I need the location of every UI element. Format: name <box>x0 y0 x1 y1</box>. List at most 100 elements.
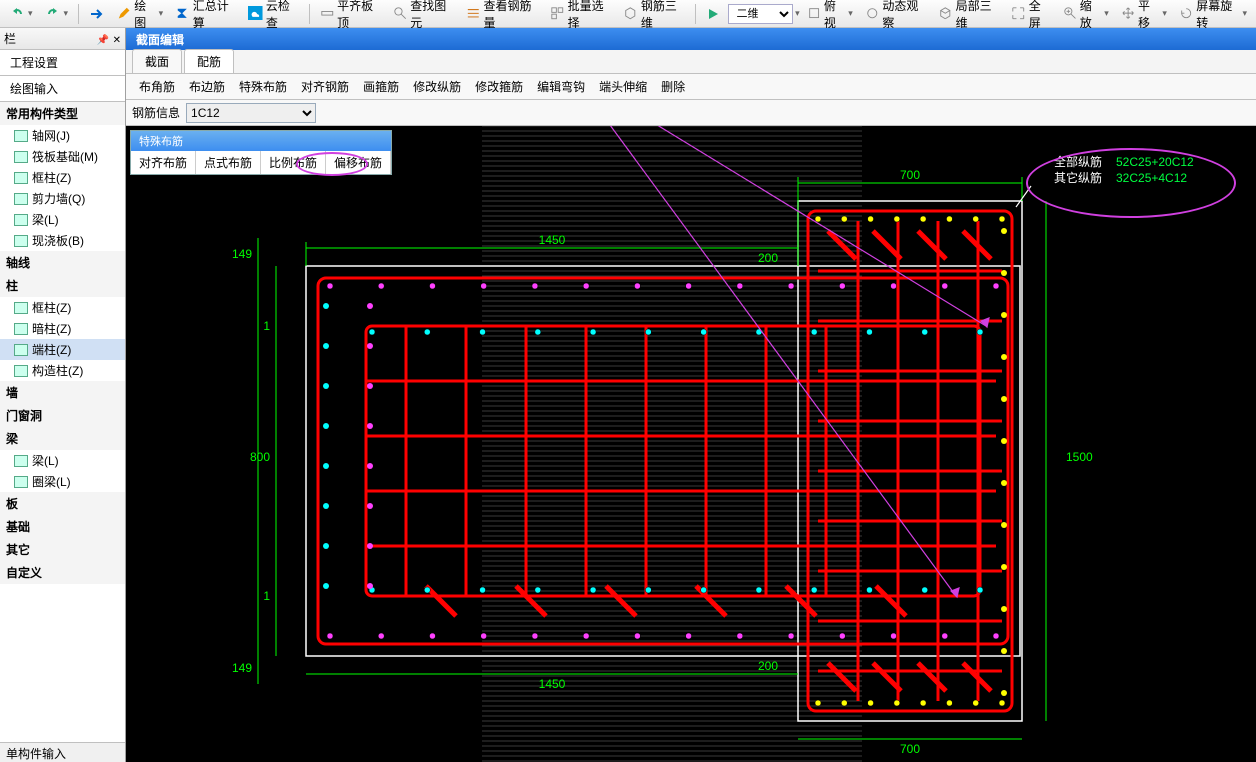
rebar-tool-button[interactable]: 特殊布筋 <box>232 75 294 98</box>
nav-footer[interactable]: 单构件输入 <box>0 742 125 762</box>
view-select[interactable]: 二维 <box>728 4 793 24</box>
undo-button[interactable]: ▾ <box>4 4 38 24</box>
item-icon <box>14 193 28 205</box>
item-icon <box>14 151 28 163</box>
main-area: 截面编辑 截面 配筋 布角筋布边筋特殊布筋对齐钢筋画箍筋修改纵筋修改箍筋编辑弯钩… <box>126 28 1256 762</box>
svg-text:700: 700 <box>900 168 920 182</box>
cad-canvas[interactable]: 14502007001450200700800149149111500全部纵筋5… <box>126 126 1256 762</box>
nav-cat: 门窗洞 <box>0 404 125 427</box>
redo-button[interactable]: ▾ <box>40 4 74 24</box>
rebar-tool-button[interactable]: 对齐钢筋 <box>294 75 356 98</box>
nav-item[interactable]: 端柱(Z) <box>0 339 125 360</box>
svg-text:1450: 1450 <box>539 233 566 247</box>
label: 动态观察 <box>882 0 926 31</box>
editor-title: 截面编辑 <box>126 28 1256 50</box>
item-label: 端柱(Z) <box>32 341 71 358</box>
svg-text:200: 200 <box>758 659 778 673</box>
label: 云检查 <box>266 0 299 31</box>
tab-rebar[interactable]: 配筋 <box>184 49 234 73</box>
nav-item[interactable]: 筏板基础(M) <box>0 146 125 167</box>
nav-tab-settings[interactable]: 工程设置 <box>0 50 125 76</box>
nav-item[interactable]: 剪力墙(Q) <box>0 188 125 209</box>
rebar-tool-button[interactable]: 修改箍筋 <box>468 75 530 98</box>
rebar-tool-button[interactable]: 布角筋 <box>132 75 182 98</box>
svg-text:1500: 1500 <box>1066 450 1093 464</box>
rebar-tool-button[interactable]: 布边筋 <box>182 75 232 98</box>
nav-tab-draw[interactable]: 绘图输入 <box>0 76 125 102</box>
item-icon <box>14 130 28 142</box>
box-icon <box>938 6 953 22</box>
label: 俯视 <box>824 0 845 31</box>
nav-cat: 梁 <box>0 427 125 450</box>
svg-text:其它纵筋: 其它纵筋 <box>1054 170 1102 185</box>
rebar-toolbar: 布角筋布边筋特殊布筋对齐钢筋画箍筋修改纵筋修改箍筋编辑弯钩端头伸缩删除 <box>126 74 1256 100</box>
svg-text:1: 1 <box>263 319 270 333</box>
fullscreen-icon <box>1011 6 1026 22</box>
item-icon <box>14 172 28 184</box>
item-icon <box>14 214 28 226</box>
label: 局部三维 <box>956 0 1000 31</box>
arrow-icon <box>89 6 105 22</box>
rebar-tool-button[interactable]: 删除 <box>654 75 692 98</box>
cad-svg: 14502007001450200700800149149111500全部纵筋5… <box>126 126 1256 762</box>
float-tool-button[interactable]: 点式布筋 <box>196 151 261 174</box>
nav-item[interactable]: 构造柱(Z) <box>0 360 125 381</box>
item-label: 框柱(Z) <box>32 299 71 316</box>
play-button[interactable] <box>700 4 726 24</box>
panel-controls: 📌 ✕ <box>97 32 121 46</box>
nav-item[interactable]: 轴网(J) <box>0 125 125 146</box>
pencil-icon <box>117 6 131 22</box>
float-tool-button[interactable]: 比例布筋 <box>261 151 326 174</box>
svg-text:32C25+4C12: 32C25+4C12 <box>1116 171 1187 185</box>
label: 查看钢筋量 <box>484 0 539 31</box>
svg-text:1450: 1450 <box>539 677 566 691</box>
item-label: 轴网(J) <box>32 127 70 144</box>
item-label: 剪力墙(Q) <box>32 190 85 207</box>
run-button[interactable] <box>84 4 110 24</box>
nav-cat: 轴线 <box>0 251 125 274</box>
nav-item[interactable]: 框柱(Z) <box>0 297 125 318</box>
rebar-tool-button[interactable]: 画箍筋 <box>356 75 406 98</box>
svg-text:700: 700 <box>900 742 920 756</box>
float-tool-button[interactable]: 对齐布筋 <box>131 151 196 174</box>
pin-icon[interactable]: 📌 <box>97 35 109 46</box>
svg-text:800: 800 <box>250 450 270 464</box>
item-label: 暗柱(Z) <box>32 320 71 337</box>
item-icon <box>14 476 28 488</box>
label: 屏幕旋转 <box>1196 0 1239 31</box>
zoom-icon <box>1063 6 1077 22</box>
rebar-tool-button[interactable]: 修改纵筋 <box>406 75 468 98</box>
orbit-icon <box>865 6 880 22</box>
close-icon[interactable]: ✕ <box>113 35 121 46</box>
label: 汇总计算 <box>193 0 237 31</box>
item-label: 梁(L) <box>32 452 59 469</box>
nav-item[interactable]: 框柱(Z) <box>0 167 125 188</box>
nav-item[interactable]: 圈梁(L) <box>0 471 125 492</box>
nav-item[interactable]: 现浇板(B) <box>0 230 125 251</box>
item-label: 圈梁(L) <box>32 473 71 490</box>
item-label: 现浇板(B) <box>32 232 84 249</box>
tab-section[interactable]: 截面 <box>132 49 182 73</box>
svg-text:全部纵筋: 全部纵筋 <box>1054 154 1102 169</box>
float-tool-button[interactable]: 偏移布筋 <box>326 151 391 174</box>
label: 绘图 <box>134 0 155 31</box>
redo-icon <box>45 6 61 22</box>
rotate-icon <box>1179 6 1193 22</box>
grid-icon <box>550 6 565 22</box>
rebar-info-select[interactable]: 1C12 <box>186 103 316 123</box>
svg-text:200: 200 <box>758 251 778 265</box>
rebar-tool-button[interactable]: 端头伸缩 <box>592 75 654 98</box>
nav-cat: 墙 <box>0 381 125 404</box>
nav-cat: 柱 <box>0 274 125 297</box>
item-label: 梁(L) <box>32 211 59 228</box>
nav-item[interactable]: 梁(L) <box>0 450 125 471</box>
item-label: 筏板基础(M) <box>32 148 98 165</box>
nav-item[interactable]: 梁(L) <box>0 209 125 230</box>
topview-icon <box>807 6 821 22</box>
item-label: 框柱(Z) <box>32 169 71 186</box>
info-label: 钢筋信息 <box>132 104 180 121</box>
undo-icon <box>9 6 25 22</box>
rebar-tool-button[interactable]: 编辑弯钩 <box>530 75 592 98</box>
nav-cat: 基础 <box>0 515 125 538</box>
nav-item[interactable]: 暗柱(Z) <box>0 318 125 339</box>
